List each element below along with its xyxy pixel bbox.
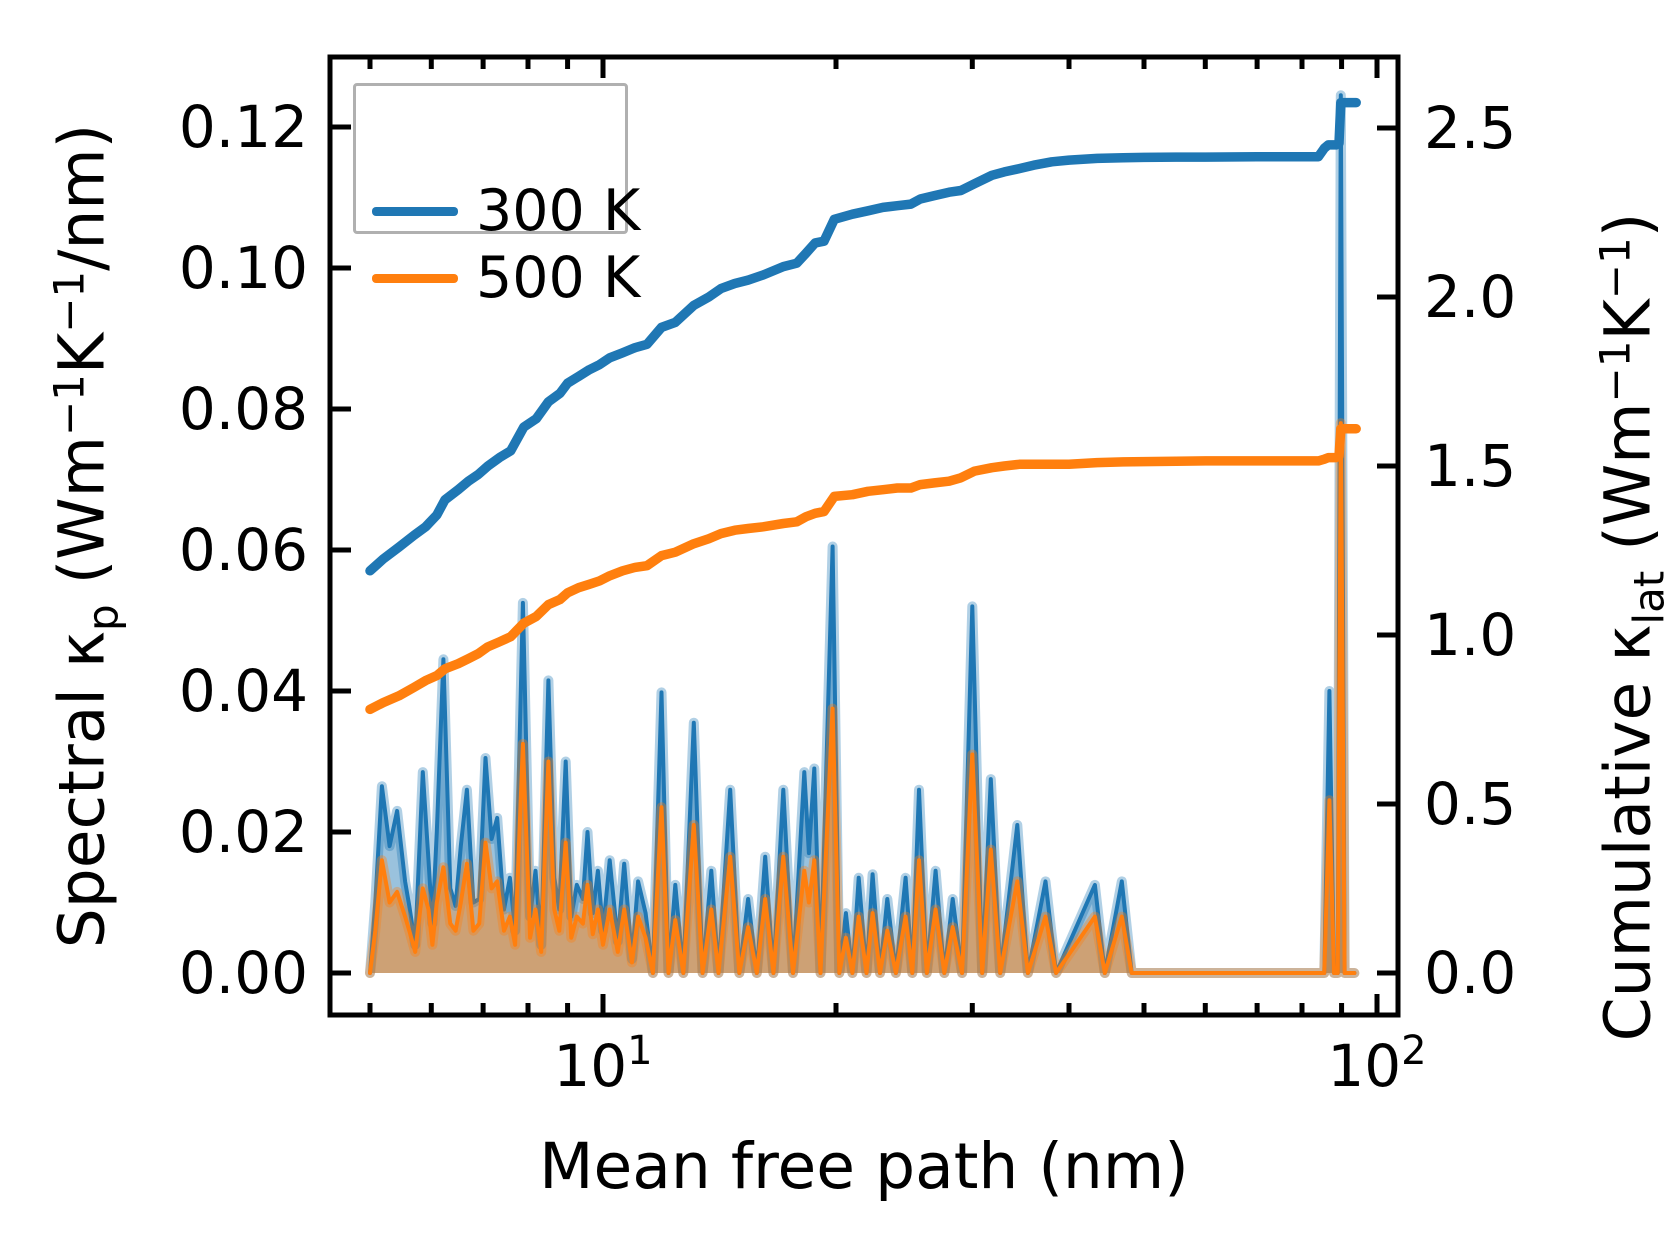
series-500-k-spectral-fill <box>370 423 1355 974</box>
y-right-tick-label: 2.0 <box>1424 263 1517 331</box>
y-right-tick-label: 0.0 <box>1424 939 1517 1007</box>
y-left-tick-label: 0.04 <box>178 657 308 725</box>
y-left-tick-label: 0.12 <box>178 93 308 161</box>
x-axis-title: Mean free path (nm) <box>539 1130 1189 1203</box>
legend-entry-500k: 500 K <box>372 249 640 306</box>
axis-ticks <box>330 57 1398 1015</box>
y-right-axis-title: Cumulative κlat (Wm−1K−1) <box>1590 212 1674 1042</box>
series-500-k-spectral-line <box>368 421 1357 975</box>
y-left-tick-label: 0.08 <box>178 375 308 443</box>
series-500-k-cumulative-line <box>365 424 1361 715</box>
plot-area <box>365 90 1361 978</box>
y-left-tick-label: 0.00 <box>178 939 308 1007</box>
legend: 300 K 500 K <box>353 83 640 306</box>
axes-frame <box>327 54 1401 1018</box>
x-tick-label: 101 <box>553 1028 653 1100</box>
y-right-tick-label: 1.0 <box>1424 601 1517 669</box>
y-left-axis-title: Spectral κp (Wm−1K−1/nm) <box>44 123 128 949</box>
x-tick-label: 102 <box>1327 1028 1427 1100</box>
legend-entry-300k: 300 K <box>372 182 640 239</box>
legend-line-500k-icon <box>372 273 458 283</box>
series-300-k-cumulative-line <box>365 97 1361 576</box>
y-right-tick-label: 0.5 <box>1424 770 1517 838</box>
legend-label-500k: 500 K <box>476 244 641 311</box>
y-left-tick-label: 0.02 <box>178 798 308 866</box>
y-left-tick-label: 0.06 <box>178 516 308 584</box>
y-right-tick-label: 2.5 <box>1424 94 1517 162</box>
legend-line-300k-icon <box>372 206 458 216</box>
legend-label-300k: 300 K <box>476 177 641 244</box>
y-right-tick-label: 1.5 <box>1424 432 1517 500</box>
y-left-tick-label: 0.10 <box>178 234 308 302</box>
